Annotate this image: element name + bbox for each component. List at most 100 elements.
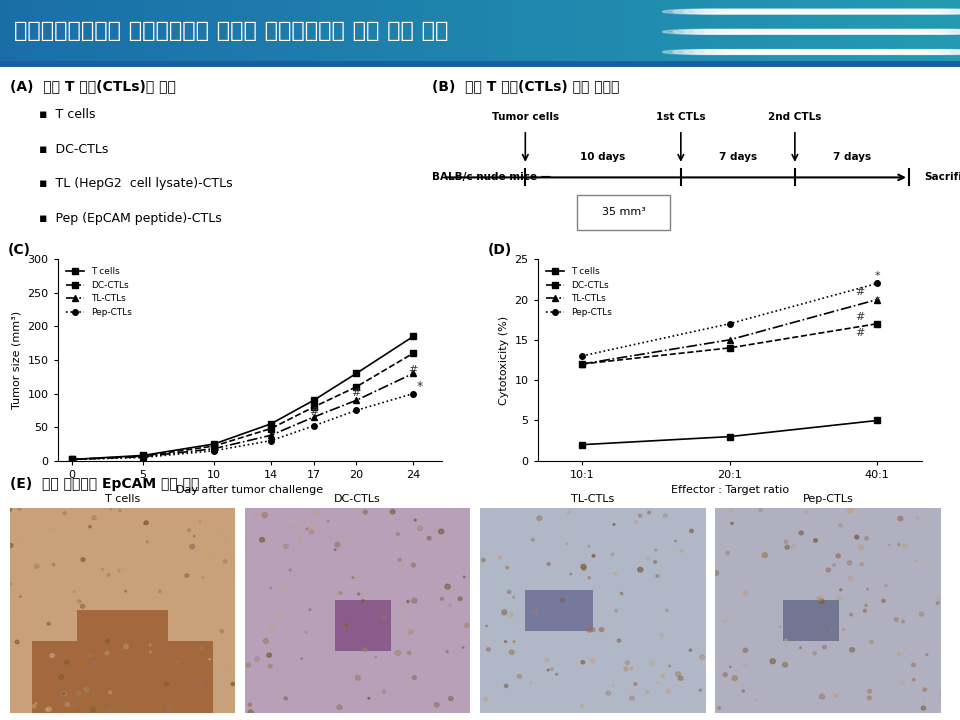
Bar [787, 0, 792, 61]
Circle shape [867, 696, 872, 700]
TL-CTLs [407, 369, 419, 378]
Circle shape [901, 621, 904, 623]
DC-CTLs [66, 455, 78, 464]
Circle shape [352, 577, 354, 578]
Bar [437, 0, 442, 61]
Bar [307, 0, 312, 61]
T cells [407, 332, 419, 341]
Text: Pep-CTLs: Pep-CTLs [803, 494, 853, 503]
Circle shape [823, 645, 827, 649]
Bar [610, 0, 614, 61]
Circle shape [382, 690, 386, 693]
Circle shape [799, 531, 804, 535]
Bar [29, 0, 34, 61]
Circle shape [119, 510, 121, 512]
Circle shape [64, 660, 69, 664]
Circle shape [81, 558, 85, 562]
Circle shape [458, 597, 462, 600]
Pep-CTLs [872, 279, 883, 288]
Circle shape [547, 563, 550, 565]
Circle shape [90, 661, 95, 665]
T cells [265, 420, 276, 428]
Text: #: # [855, 328, 864, 338]
Bar [581, 0, 586, 61]
Bar [902, 0, 907, 61]
Bar [648, 0, 653, 61]
Text: DC-CTLs: DC-CTLs [334, 494, 381, 503]
DC-CTLs [350, 382, 362, 391]
Bar [197, 0, 202, 61]
Circle shape [860, 563, 863, 566]
Circle shape [870, 641, 874, 644]
Circle shape [150, 644, 151, 646]
Bar [720, 0, 725, 61]
Circle shape [715, 30, 792, 35]
Circle shape [413, 676, 417, 680]
Circle shape [867, 588, 868, 590]
Circle shape [484, 698, 488, 701]
Circle shape [362, 600, 364, 602]
Circle shape [150, 652, 152, 653]
Circle shape [646, 691, 649, 694]
Bar [931, 0, 936, 61]
Text: 7 days: 7 days [833, 152, 871, 161]
Circle shape [819, 694, 825, 699]
DC-CTLs [208, 441, 220, 450]
Bar [178, 0, 182, 61]
Bar [514, 0, 518, 61]
Bar [67, 0, 72, 61]
Circle shape [556, 673, 558, 675]
Bar [600, 0, 605, 61]
Circle shape [785, 639, 787, 641]
Circle shape [8, 508, 12, 511]
Pep-CTLs [137, 453, 149, 462]
Bar [432, 0, 437, 61]
Bar [134, 0, 139, 61]
Circle shape [915, 559, 916, 562]
Circle shape [84, 687, 89, 692]
Circle shape [800, 30, 876, 35]
Bar [658, 0, 662, 61]
Bar [653, 0, 658, 61]
Circle shape [673, 30, 750, 35]
Circle shape [109, 508, 111, 510]
Circle shape [789, 30, 866, 35]
Pep-CTLs [265, 436, 276, 445]
TL-CTLs [265, 431, 276, 440]
Bar [86, 0, 91, 61]
Circle shape [625, 661, 630, 665]
Bar [269, 0, 274, 61]
Circle shape [663, 513, 667, 517]
Circle shape [884, 50, 960, 55]
Circle shape [831, 50, 908, 55]
Circle shape [863, 50, 940, 55]
Bar [322, 0, 326, 61]
Y-axis label: Tumor size (mm³): Tumor size (mm³) [12, 311, 22, 409]
Circle shape [10, 583, 12, 585]
Circle shape [15, 539, 18, 541]
Circle shape [836, 554, 840, 558]
Bar [490, 0, 494, 61]
Bar [355, 0, 360, 61]
Bar [125, 0, 130, 61]
Bar [667, 0, 672, 61]
Circle shape [904, 647, 906, 649]
Circle shape [207, 551, 212, 554]
Circle shape [465, 624, 468, 627]
TL-CTLs [66, 455, 78, 464]
Circle shape [662, 9, 739, 14]
Circle shape [188, 529, 190, 531]
Circle shape [248, 710, 253, 715]
Bar [466, 0, 470, 61]
Circle shape [852, 30, 929, 35]
Circle shape [35, 564, 38, 569]
Circle shape [327, 521, 329, 522]
Circle shape [510, 650, 515, 654]
Circle shape [146, 541, 148, 543]
Circle shape [271, 626, 275, 630]
Bar [754, 0, 758, 61]
Circle shape [842, 50, 919, 55]
Text: #: # [408, 366, 418, 375]
Circle shape [647, 559, 649, 560]
Circle shape [513, 641, 515, 642]
